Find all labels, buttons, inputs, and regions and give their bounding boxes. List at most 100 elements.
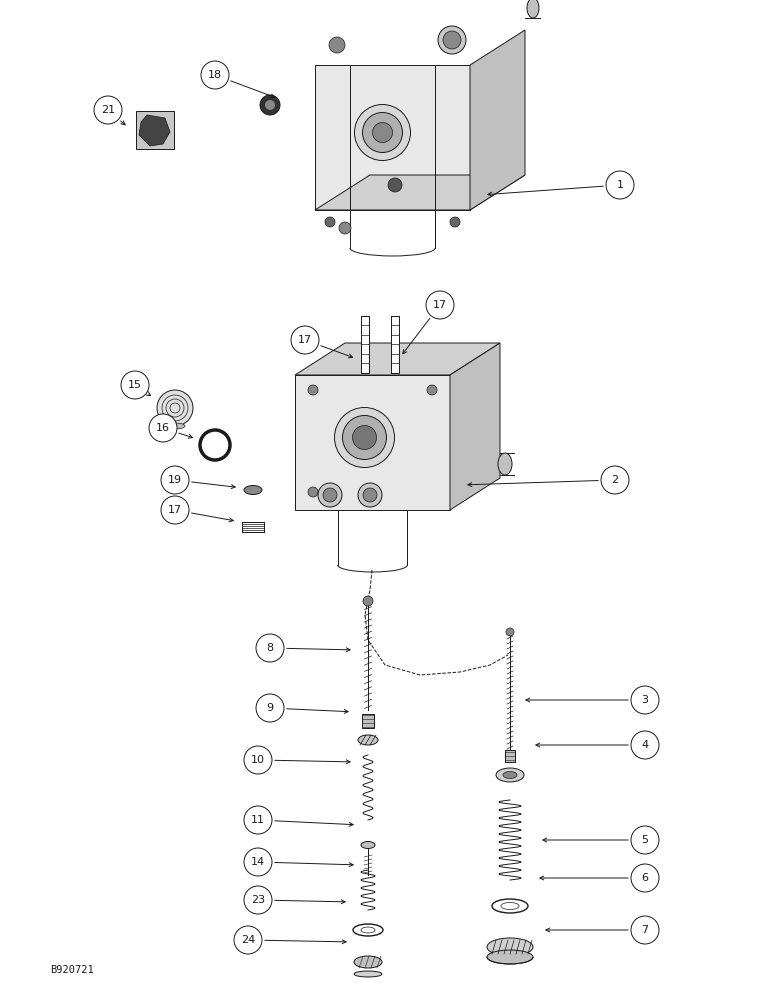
Circle shape	[308, 487, 318, 497]
Circle shape	[339, 222, 351, 234]
Circle shape	[318, 483, 342, 507]
Ellipse shape	[527, 0, 539, 18]
Text: 17: 17	[433, 300, 447, 310]
Circle shape	[201, 61, 229, 89]
Circle shape	[161, 496, 189, 524]
Circle shape	[373, 122, 392, 142]
Circle shape	[353, 426, 377, 450]
Circle shape	[363, 596, 373, 606]
Circle shape	[121, 371, 149, 399]
Text: 9: 9	[266, 703, 273, 713]
Ellipse shape	[165, 423, 185, 429]
Circle shape	[506, 628, 514, 636]
Polygon shape	[295, 375, 450, 510]
Circle shape	[256, 694, 284, 722]
Circle shape	[329, 37, 345, 53]
Circle shape	[200, 430, 230, 460]
Ellipse shape	[492, 899, 528, 913]
Circle shape	[631, 864, 659, 892]
Circle shape	[354, 104, 411, 160]
Ellipse shape	[487, 938, 533, 956]
Circle shape	[363, 112, 402, 152]
Circle shape	[149, 414, 177, 442]
Text: B920721: B920721	[50, 965, 93, 975]
Ellipse shape	[361, 842, 375, 848]
Circle shape	[265, 100, 275, 110]
Text: 6: 6	[642, 873, 648, 883]
Circle shape	[323, 488, 337, 502]
Ellipse shape	[358, 735, 378, 745]
Circle shape	[94, 96, 122, 124]
Circle shape	[426, 291, 454, 319]
Circle shape	[450, 217, 460, 227]
Ellipse shape	[353, 924, 383, 936]
Circle shape	[388, 178, 402, 192]
Circle shape	[157, 390, 193, 426]
Text: 17: 17	[168, 505, 182, 515]
Text: 10: 10	[251, 755, 265, 765]
Polygon shape	[470, 30, 525, 210]
Circle shape	[244, 886, 272, 914]
Circle shape	[631, 826, 659, 854]
Ellipse shape	[354, 956, 382, 968]
Text: 5: 5	[642, 835, 648, 845]
Bar	[362, 714, 374, 728]
Text: 21: 21	[101, 105, 115, 115]
Polygon shape	[450, 343, 500, 510]
Text: 23: 23	[251, 895, 265, 905]
Bar	[505, 750, 515, 762]
Text: 8: 8	[266, 643, 273, 653]
Circle shape	[291, 326, 319, 354]
Circle shape	[606, 171, 634, 199]
Text: 24: 24	[241, 935, 255, 945]
Text: 2: 2	[611, 475, 618, 485]
Text: 1: 1	[617, 180, 624, 190]
Circle shape	[343, 416, 387, 460]
Ellipse shape	[498, 453, 512, 475]
Ellipse shape	[487, 950, 533, 964]
Ellipse shape	[503, 772, 517, 778]
Circle shape	[601, 466, 629, 494]
Ellipse shape	[501, 902, 519, 910]
Text: 4: 4	[642, 740, 648, 750]
Circle shape	[244, 806, 272, 834]
Text: 3: 3	[642, 695, 648, 705]
Ellipse shape	[496, 768, 524, 782]
Ellipse shape	[244, 486, 262, 494]
Circle shape	[427, 385, 437, 395]
Text: 7: 7	[642, 925, 648, 935]
Ellipse shape	[354, 971, 382, 977]
Circle shape	[631, 731, 659, 759]
Bar	[391, 316, 399, 372]
Circle shape	[631, 686, 659, 714]
Circle shape	[443, 31, 461, 49]
Circle shape	[244, 746, 272, 774]
Circle shape	[358, 483, 382, 507]
Polygon shape	[139, 115, 170, 146]
Polygon shape	[315, 175, 525, 210]
Circle shape	[234, 926, 262, 954]
Text: 11: 11	[251, 815, 265, 825]
Circle shape	[244, 848, 272, 876]
Polygon shape	[315, 65, 470, 210]
Circle shape	[308, 385, 318, 395]
Bar	[136, 111, 174, 149]
Bar	[361, 316, 369, 372]
Circle shape	[325, 217, 335, 227]
Text: 19: 19	[168, 475, 182, 485]
Circle shape	[438, 26, 466, 54]
Circle shape	[260, 95, 280, 115]
Text: 15: 15	[128, 380, 142, 390]
Circle shape	[161, 466, 189, 494]
Text: 14: 14	[251, 857, 265, 867]
Bar	[242, 522, 264, 532]
Circle shape	[256, 634, 284, 662]
Text: 16: 16	[156, 423, 170, 433]
Text: 18: 18	[208, 70, 222, 80]
Text: 17: 17	[298, 335, 312, 345]
Circle shape	[363, 488, 377, 502]
Circle shape	[334, 408, 394, 468]
Polygon shape	[295, 343, 500, 375]
Ellipse shape	[361, 927, 375, 933]
Circle shape	[631, 916, 659, 944]
